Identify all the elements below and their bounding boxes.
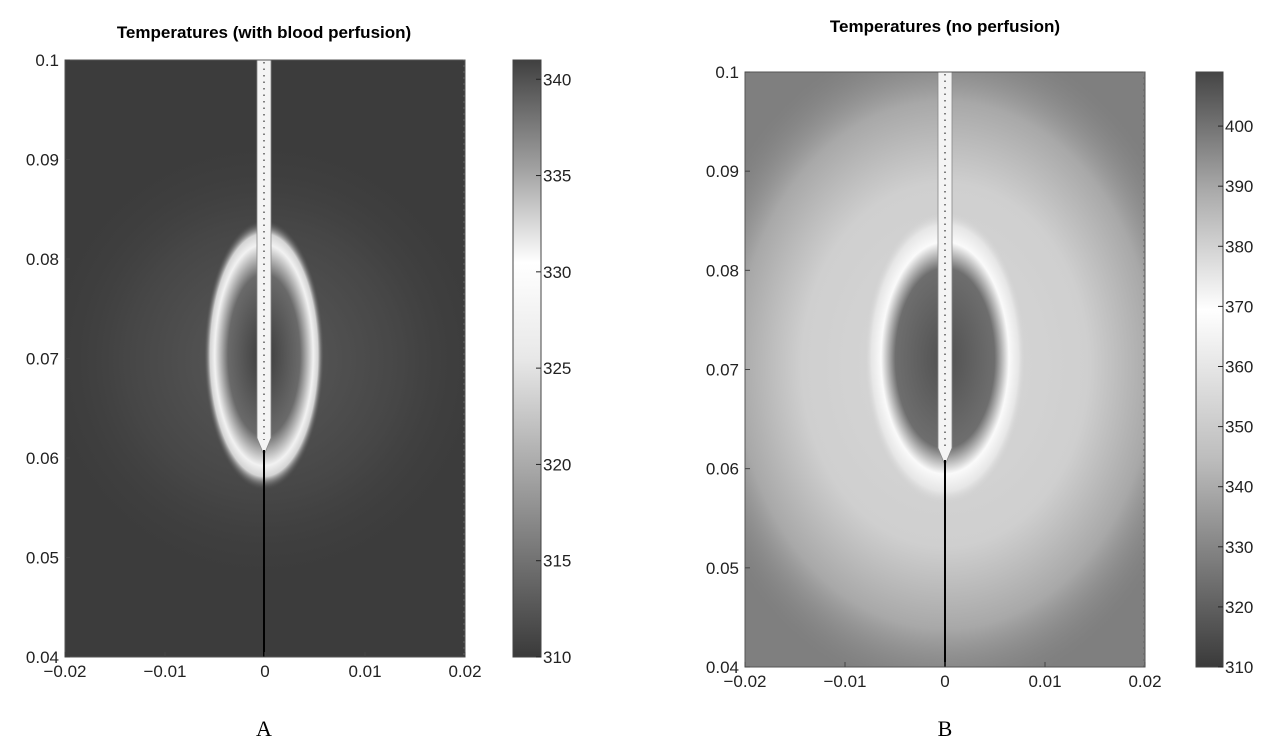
panel-a-colorbar (512, 59, 542, 658)
panel-b: Temperatures (no perfusion) −0.02 −0.01 0 0… (706, 17, 1253, 741)
panel-a-axes: −0.02 −0.01 0 0.01 0.02 0.04 0.05 0.06 0.07 0.08 0… (26, 51, 482, 681)
panel-b-colorbar-tick-label: 390 (1225, 177, 1253, 196)
panel-b-x-tick-label: 0.01 (1028, 672, 1061, 691)
panel-b-x-tick-label: 0.02 (1128, 672, 1161, 691)
panel-a-x-tick-label: 0.02 (448, 662, 481, 681)
panel-b-y-tick-label: 0.06 (706, 460, 739, 479)
panel-a-x-tick-label: 0.01 (348, 662, 381, 681)
panel-a-colorbar-tick-label: 335 (543, 167, 571, 186)
panel-a-label: A (256, 716, 272, 741)
panel-b-colorbar (1195, 71, 1224, 668)
panel-a-y-tick-label: 0.05 (26, 549, 59, 568)
panel-a-colorbar-tick-label: 315 (543, 552, 571, 571)
panel-b-colorbar-tick-label: 360 (1225, 357, 1253, 376)
panel-a-title: Temperatures (with blood perfusion) (117, 23, 411, 42)
panel-b-colorbar-tick-label: 370 (1225, 297, 1253, 316)
panel-b-y-tick-label: 0.08 (706, 261, 739, 280)
panel-b-x-tick-label: 0 (940, 672, 949, 691)
panel-b-colorbar-tick-label: 320 (1225, 598, 1253, 617)
panel-b-colorbar-tick-label: 330 (1225, 538, 1253, 557)
panel-a-colorbar-ticks: 310 315 320 325 330 335 340 (536, 70, 571, 667)
panel-a-colorbar-tick-label: 325 (543, 359, 571, 378)
panel-a-heatmap (65, 60, 465, 657)
panel-b-y-tick-label: 0.05 (706, 559, 739, 578)
panel-b-label: B (938, 716, 953, 741)
panel-b-colorbar-tick-label: 400 (1225, 117, 1253, 136)
panel-b-colorbar-tick-label: 350 (1225, 418, 1253, 437)
panel-b-x-tick-label: −0.02 (723, 672, 766, 691)
panel-a-colorbar-tick-label: 310 (543, 648, 571, 667)
panel-b-colorbar-tick-label: 380 (1225, 237, 1253, 256)
panel-b-colorbar-ticks: 310 320 330 340 350 360 370 380 390 400 (1218, 117, 1253, 677)
panel-a-y-tick-label: 0.1 (35, 51, 59, 70)
panel-a-y-tick-label: 0.04 (26, 648, 59, 667)
panel-a-colorbar-tick-label: 320 (543, 455, 571, 474)
panel-a-x-tick-label: −0.01 (143, 662, 186, 681)
panel-b-y-tick-label: 0.1 (715, 63, 739, 82)
panel-a-colorbar-tick-label: 330 (543, 263, 571, 282)
panel-a-y-tick-label: 0.09 (26, 151, 59, 170)
panel-a-y-tick-label: 0.07 (26, 350, 59, 369)
panel-b-colorbar-tick-label: 310 (1225, 658, 1253, 677)
panel-a-y-tick-label: 0.06 (26, 449, 59, 468)
panel-b-axes: −0.02 −0.01 0 0.01 0.02 0.04 0.05 0.06 0.07 0.08 0… (706, 63, 1162, 691)
panel-a-colorbar-tick-label: 340 (543, 70, 571, 89)
panel-b-heatmap (745, 72, 1145, 667)
panel-a: Temperatures (with blood perfusion) −0.0… (26, 23, 571, 741)
panel-a-y-tick-label: 0.08 (26, 250, 59, 269)
panel-b-title: Temperatures (no perfusion) (830, 17, 1060, 36)
panel-b-electrode-shaft (937, 72, 953, 467)
panel-b-y-tick-label: 0.07 (706, 361, 739, 380)
panel-b-colorbar-tick-label: 340 (1225, 478, 1253, 497)
panel-b-y-tick-label: 0.04 (706, 658, 739, 677)
panel-a-x-tick-label: 0 (260, 662, 269, 681)
panel-b-x-tick-label: −0.01 (823, 672, 866, 691)
panel-b-y-tick-label: 0.09 (706, 162, 739, 181)
panel-a-x-tick-label: −0.02 (43, 662, 86, 681)
